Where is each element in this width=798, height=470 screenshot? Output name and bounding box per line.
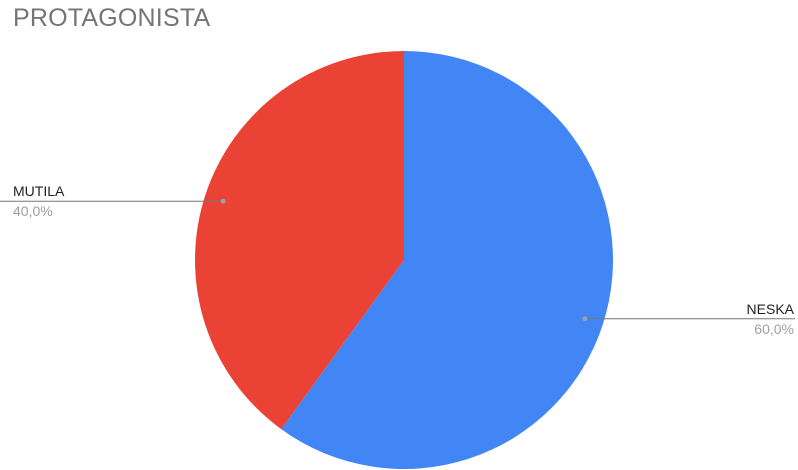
slice-label-mutila: MUTILA xyxy=(13,183,65,199)
chart-title: PROTAGONISTA xyxy=(13,4,211,32)
pie-slice-mutila xyxy=(195,51,404,430)
leader-dot-neska xyxy=(582,316,588,322)
slice-value-neska: 60,0% xyxy=(754,321,794,337)
pie-leaders xyxy=(0,198,795,322)
slice-value-mutila: 40,0% xyxy=(13,203,53,219)
pie-labels: NESKA 60,0% MUTILA 40,0% xyxy=(13,183,795,337)
pie-slice-neska xyxy=(281,51,614,470)
slice-label-neska: NESKA xyxy=(747,301,795,317)
pie-slices xyxy=(195,51,614,470)
leader-dot-mutila xyxy=(220,198,226,204)
